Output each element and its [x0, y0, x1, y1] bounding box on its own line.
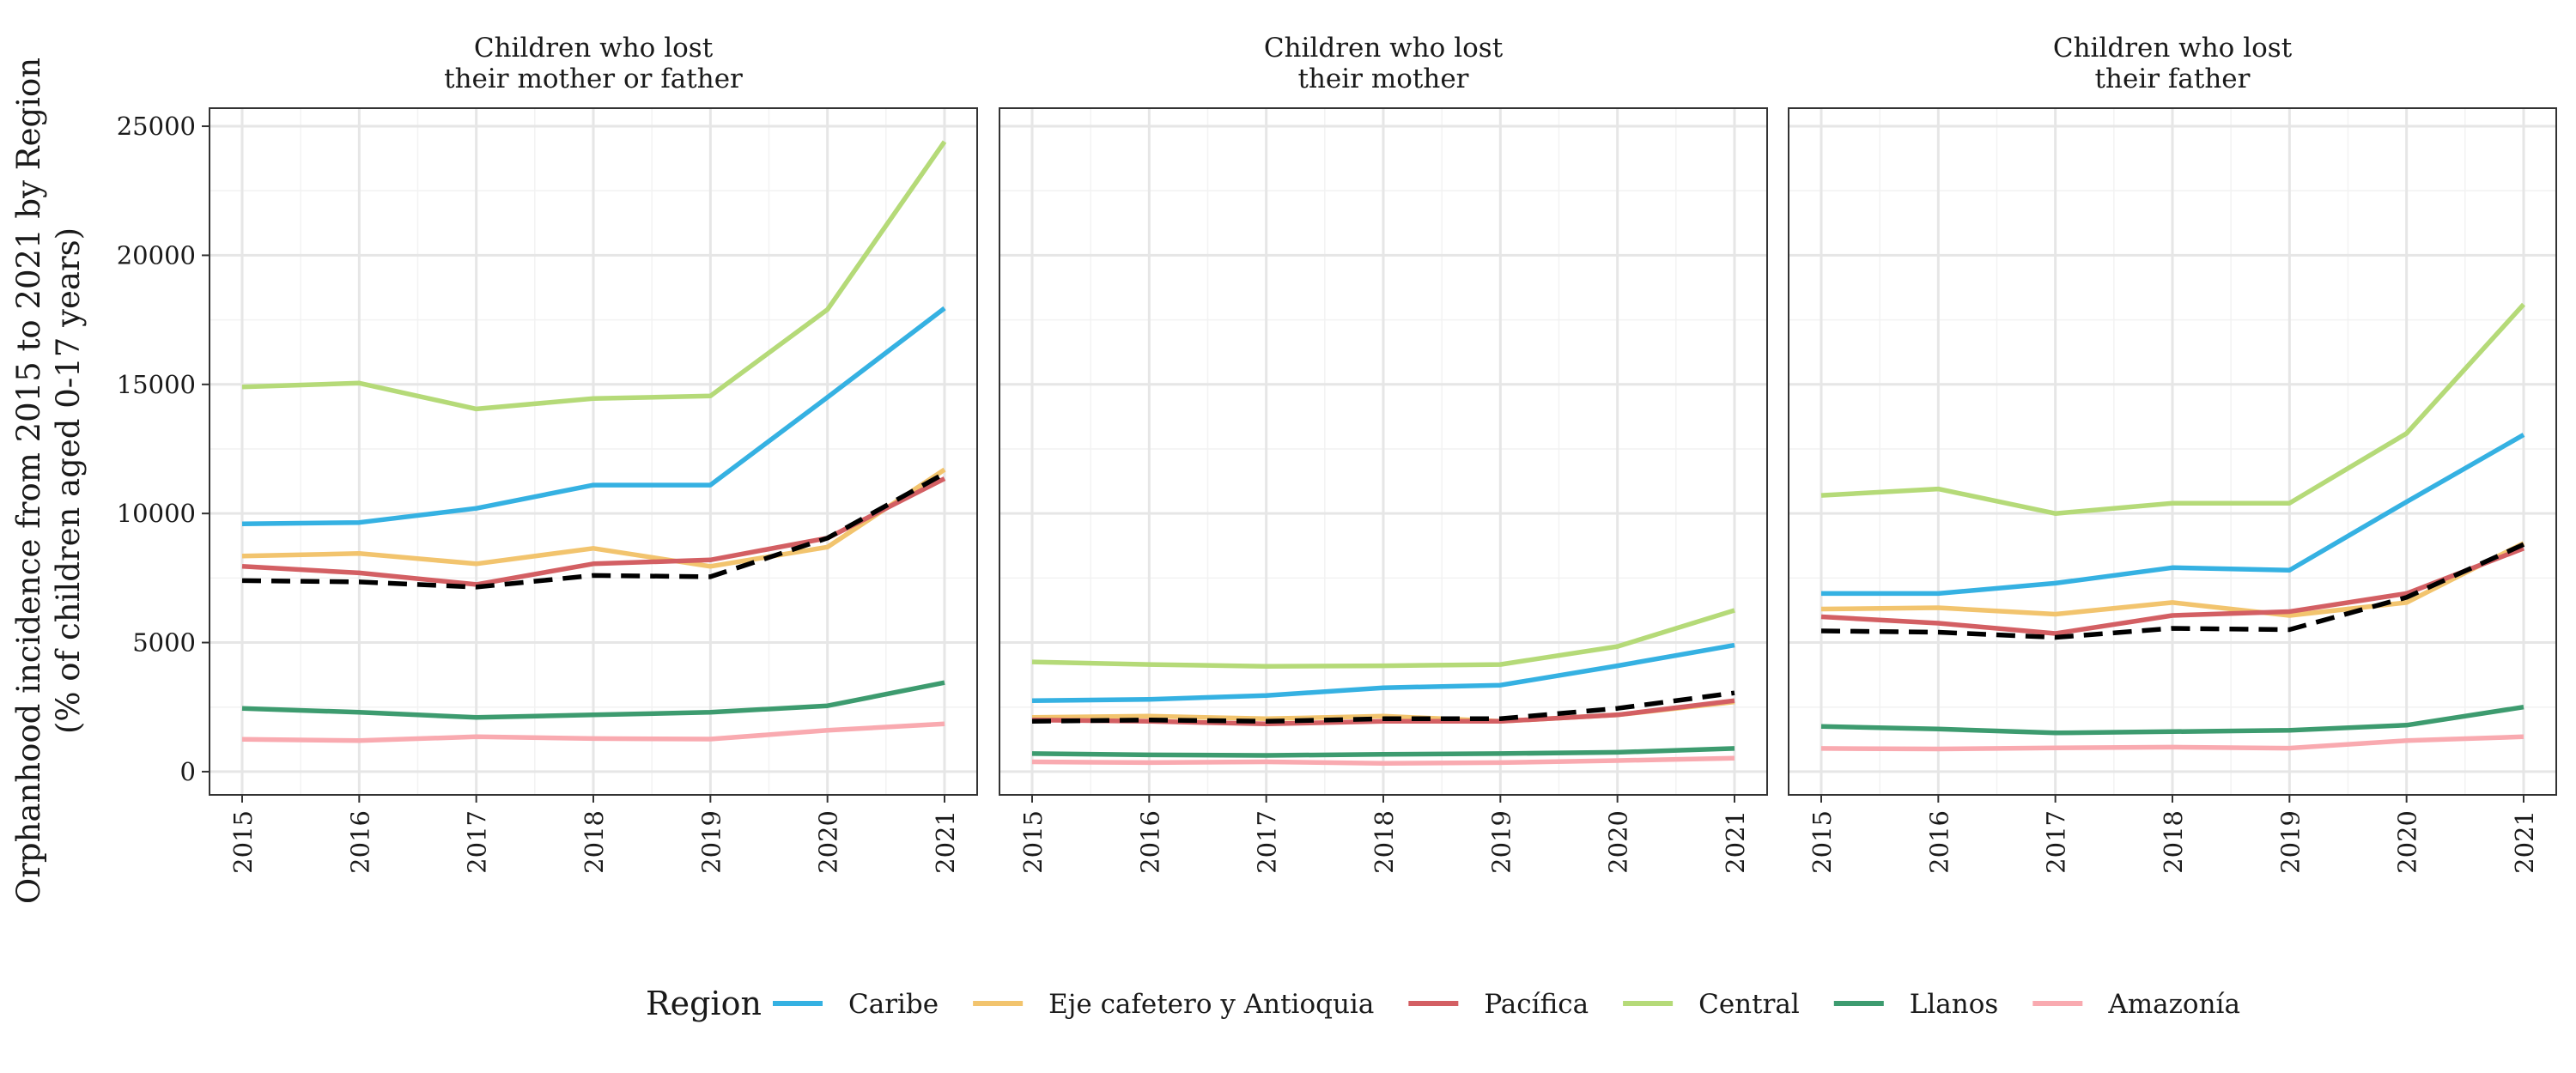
y-axis: 0 5000 10000 15000 20000 25000: [117, 112, 210, 786]
y-tick-label: 20000: [117, 240, 196, 270]
y-axis-title: Orphanhood incidence from 2015 to 2021 b…: [10, 58, 87, 904]
series-line-caribe: [1821, 433, 2525, 597]
legend-entry-llanos: Llanos: [1833, 989, 1999, 1020]
legend-label: Amazonía: [2107, 989, 2240, 1020]
series-line-eje-cafetero-y-antioquia: [1820, 541, 2525, 618]
y-axis-title-line2: (% of children aged 0-17 years): [50, 227, 87, 734]
x-tick-label: 2020: [2393, 810, 2422, 874]
panel-title-line1: Children who lost: [1264, 33, 1504, 64]
panel-title-line1: Children who lost: [2053, 33, 2293, 64]
x-tick-label: 2021: [931, 810, 960, 874]
series-line-dashed: [241, 471, 946, 590]
series-line-eje-cafetero-y-antioquia: [241, 467, 946, 569]
legend-entry-amazonia: Amazonía: [2032, 989, 2240, 1020]
panel-title-line2: their mother: [1297, 64, 1468, 94]
panel-title-line2: their mother or father: [444, 64, 743, 94]
series-line-llanos: [1031, 746, 1735, 758]
x-tick-label: 2019: [2275, 810, 2305, 874]
gridlines: [210, 108, 977, 795]
series-line-caribe: [241, 306, 946, 526]
legend-entry-pacifica: Pacífica: [1408, 989, 1589, 1020]
legend-title: Region: [646, 985, 762, 1022]
series-line-dashed: [1031, 690, 1735, 724]
x-tick-label: 2015: [1807, 810, 1837, 874]
x-tick-label: 2018: [580, 810, 609, 874]
series-line-central: [241, 140, 947, 412]
series-line-amazonia: [241, 721, 945, 743]
series-line-llanos: [1820, 704, 2524, 736]
series-lines: [1820, 302, 2526, 752]
series-line-caribe: [1031, 642, 1735, 703]
y-tick-label: 10000: [117, 499, 196, 528]
x-tick-label: 2020: [814, 810, 843, 874]
legend-label: Caribe: [848, 989, 939, 1020]
x-axis: 2015 2016 2017 2018 2019 2020 2021: [1018, 795, 1750, 874]
panel-title-line2: their father: [2095, 64, 2251, 94]
series-line-pacifica: [1820, 546, 2524, 636]
y-tick-label: 5000: [132, 628, 196, 658]
x-axis: 2015 2016 2017 2018 2019 2020 2021: [228, 795, 960, 874]
legend: Region Caribe Eje cafetero y Antioquia Pac…: [646, 985, 2240, 1022]
x-tick-label: 2020: [1604, 810, 1633, 874]
legend-label: Pacífica: [1484, 989, 1589, 1020]
x-tick-label: 2017: [2042, 810, 2071, 874]
series-line-dashed: [1820, 542, 2525, 640]
legend-entry-eje-cafetero-y-antioquia: Eje cafetero y Antioquia: [973, 989, 1374, 1020]
x-tick-label: 2015: [228, 810, 258, 874]
series-line-amazonia: [1031, 755, 1735, 767]
legend-label: Central: [1698, 989, 1800, 1020]
legend-entry-central: Central: [1623, 989, 1800, 1020]
x-tick-label: 2016: [1135, 810, 1164, 874]
x-tick-label: 2016: [345, 810, 374, 874]
x-tick-label: 2019: [696, 810, 726, 874]
y-tick-label: 15000: [117, 370, 196, 399]
series-line-central: [1820, 302, 2526, 516]
x-tick-label: 2019: [1486, 810, 1516, 874]
legend-entry-caribe: Caribe: [773, 989, 939, 1020]
panel-title-line1: Children who lost: [474, 33, 714, 64]
x-tick-label: 2018: [2159, 810, 2188, 874]
gridlines: [1789, 108, 2556, 795]
x-tick-label: 2018: [1370, 810, 1399, 874]
x-tick-label: 2016: [1924, 810, 1953, 874]
series-line-central: [1031, 608, 1735, 669]
x-tick-label: 2015: [1018, 810, 1048, 874]
x-tick-label: 2017: [1253, 810, 1282, 874]
x-tick-label: 2021: [1721, 810, 1750, 874]
series-line-amazonia: [1820, 734, 2524, 752]
series-lines: [241, 140, 947, 743]
y-axis-title-line1: Orphanhood incidence from 2015 to 2021 b…: [10, 58, 47, 904]
x-axis: 2015 2016 2017 2018 2019 2020 2021: [1807, 795, 2539, 874]
legend-label: Llanos: [1910, 989, 1999, 1020]
y-tick-label: 0: [180, 757, 196, 786]
legend-label: Eje cafetero y Antioquia: [1048, 989, 1374, 1020]
x-tick-label: 2021: [2510, 810, 2539, 874]
gridlines: [999, 108, 1767, 795]
y-tick-label: 25000: [117, 112, 196, 141]
x-tick-label: 2017: [463, 810, 492, 874]
series-lines: [1031, 608, 1735, 767]
series-line-llanos: [241, 680, 945, 720]
